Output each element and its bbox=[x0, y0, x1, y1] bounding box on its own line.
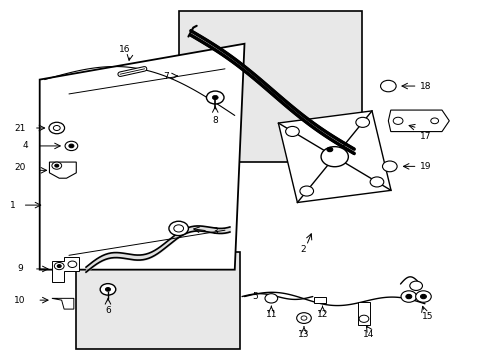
Circle shape bbox=[68, 261, 77, 267]
Circle shape bbox=[53, 126, 60, 131]
Polygon shape bbox=[278, 111, 390, 202]
Circle shape bbox=[55, 164, 59, 167]
Text: 18: 18 bbox=[419, 82, 430, 91]
Circle shape bbox=[264, 294, 277, 303]
Circle shape bbox=[285, 126, 299, 136]
Circle shape bbox=[301, 316, 306, 320]
Circle shape bbox=[296, 313, 311, 323]
Circle shape bbox=[355, 117, 369, 127]
Polygon shape bbox=[387, 110, 448, 132]
Text: 8: 8 bbox=[212, 116, 218, 125]
Circle shape bbox=[49, 122, 64, 134]
Text: 7: 7 bbox=[163, 72, 169, 81]
Circle shape bbox=[409, 281, 422, 291]
Text: 1: 1 bbox=[10, 201, 16, 210]
Circle shape bbox=[69, 144, 74, 148]
Circle shape bbox=[100, 284, 116, 295]
Text: 9: 9 bbox=[17, 265, 23, 274]
Circle shape bbox=[57, 265, 61, 267]
Text: 19: 19 bbox=[419, 162, 430, 171]
Text: 2: 2 bbox=[300, 246, 305, 255]
Circle shape bbox=[65, 141, 78, 150]
Text: 20: 20 bbox=[15, 163, 26, 172]
Text: 5: 5 bbox=[251, 292, 257, 301]
Text: 6: 6 bbox=[105, 306, 111, 315]
Circle shape bbox=[299, 186, 313, 196]
Polygon shape bbox=[49, 162, 76, 178]
Circle shape bbox=[52, 162, 61, 169]
Circle shape bbox=[400, 291, 416, 302]
Circle shape bbox=[326, 147, 332, 152]
Circle shape bbox=[420, 294, 426, 299]
Circle shape bbox=[105, 288, 110, 291]
Text: 3: 3 bbox=[212, 228, 218, 237]
Text: 10: 10 bbox=[15, 296, 26, 305]
Polygon shape bbox=[52, 298, 74, 309]
Text: 12: 12 bbox=[316, 310, 327, 319]
Circle shape bbox=[212, 95, 218, 100]
Polygon shape bbox=[52, 257, 79, 282]
Text: 17: 17 bbox=[419, 132, 430, 141]
Polygon shape bbox=[314, 297, 325, 303]
Circle shape bbox=[168, 221, 188, 235]
Bar bbox=[178, 12, 361, 162]
Circle shape bbox=[405, 294, 411, 299]
Circle shape bbox=[321, 147, 347, 167]
Polygon shape bbox=[40, 44, 244, 270]
Circle shape bbox=[206, 91, 224, 104]
Circle shape bbox=[54, 262, 64, 270]
Circle shape bbox=[392, 117, 402, 125]
Text: 11: 11 bbox=[265, 310, 277, 319]
Text: 4: 4 bbox=[22, 141, 28, 150]
Circle shape bbox=[415, 291, 430, 302]
Bar bbox=[76, 252, 239, 348]
Text: 13: 13 bbox=[298, 330, 309, 339]
Text: 15: 15 bbox=[421, 312, 432, 321]
Circle shape bbox=[358, 315, 368, 322]
Text: 21: 21 bbox=[15, 123, 26, 132]
Circle shape bbox=[382, 161, 396, 172]
Text: 14: 14 bbox=[363, 330, 374, 339]
Polygon shape bbox=[357, 302, 369, 325]
Circle shape bbox=[369, 177, 383, 187]
Circle shape bbox=[380, 80, 395, 92]
Text: 16: 16 bbox=[119, 45, 130, 54]
Circle shape bbox=[430, 118, 438, 124]
Circle shape bbox=[173, 225, 183, 232]
